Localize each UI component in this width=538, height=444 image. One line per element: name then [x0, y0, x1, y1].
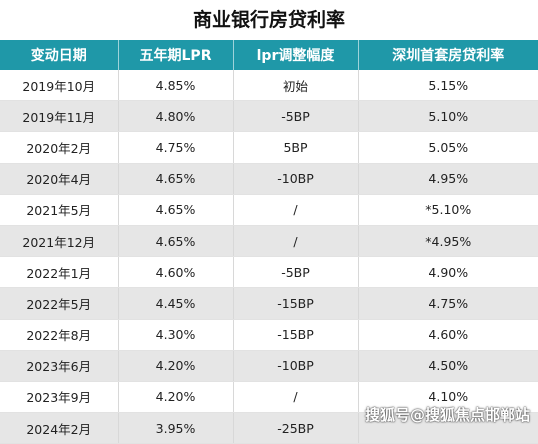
table-row: 2022年1月 4.60% -5BP 4.90% — [0, 256, 538, 289]
rate-cell: 4.50% — [358, 350, 538, 382]
lpr-cell: 4.45% — [118, 287, 234, 320]
adjustment-cell: -15BP — [233, 319, 359, 351]
lpr-cell: 4.85% — [118, 70, 234, 102]
table-row: 2021年12月 4.65% / *4.95% — [0, 225, 538, 258]
lpr-cell: 3.95% — [118, 412, 234, 444]
date-cell: 2020年2月 — [0, 131, 119, 164]
rate-table: 变动日期 五年期LPR lpr调整幅度 深圳首套房贷利率 2019年10月 4.8… — [0, 40, 538, 444]
date-cell: 2019年11月 — [0, 100, 119, 133]
rate-cell: *4.95% — [358, 225, 538, 258]
date-cell: 2022年5月 — [0, 287, 119, 320]
rate-cell: 5.10% — [358, 100, 538, 133]
date-cell: 2024年2月 — [0, 412, 119, 444]
lpr-cell: 4.60% — [118, 256, 234, 289]
date-cell: 2023年9月 — [0, 381, 119, 414]
rate-cell: 5.05% — [358, 131, 538, 164]
date-cell: 2022年1月 — [0, 256, 119, 289]
rate-cell: 4.75% — [358, 287, 538, 320]
rate-cell: 4.90% — [358, 256, 538, 289]
table-row: 2023年9月 4.20%/4.10% — [0, 381, 538, 414]
rate-cell: *5.10% — [358, 194, 538, 226]
date-cell: 2021年5月 — [0, 194, 119, 226]
adjustment-cell: / — [233, 381, 359, 414]
table-row: 2022年8月 4.30% -15BP 4.60% — [0, 319, 538, 351]
header-date: 变动日期 — [0, 40, 119, 70]
date-cell: 2023年6月 — [0, 350, 119, 382]
adjustment-cell: / — [233, 225, 359, 258]
table-row: 2021年5月 4.65% / *5.10% — [0, 194, 538, 226]
lpr-cell: 4.75% — [118, 131, 234, 164]
adjustment-cell: -15BP — [233, 287, 359, 320]
lpr-cell: 4.20% — [118, 350, 234, 382]
date-cell: 2021年12月 — [0, 225, 119, 258]
table-title: 商业银行房贷利率 — [0, 0, 538, 41]
rate-cell: 4.10% — [358, 381, 538, 414]
adjustment-cell: -25BP — [233, 412, 359, 444]
watermark: 搜狐号@搜狐焦点邯郸站 — [364, 406, 530, 424]
date-cell: 2019年10月 — [0, 70, 119, 102]
table-row: 2023年6月 4.20% -10BP 4.50% — [0, 350, 538, 382]
header-shenzhen-rate: 深圳首套房贷利率 — [358, 40, 538, 70]
table-row: 2019年10月 4.85% 初始 5.15% — [0, 70, 538, 102]
header-adjustment: lpr调整幅度 — [233, 40, 359, 70]
lpr-cell: 4.65% — [118, 194, 234, 226]
adjustment-cell: -10BP — [233, 350, 359, 382]
table-row: 2022年5月 4.45% -15BP 4.75% — [0, 287, 538, 320]
rate-cell: 5.15% — [358, 70, 538, 102]
adjustment-cell: 初始 — [233, 70, 359, 102]
rate-cell: 4.95% — [358, 163, 538, 195]
adjustment-cell: -10BP — [233, 163, 359, 195]
rate-cell: 4.60% — [358, 319, 538, 351]
date-cell: 2020年4月 — [0, 163, 119, 195]
date-cell: 2022年8月 — [0, 319, 119, 351]
lpr-cell: 4.65% — [118, 225, 234, 258]
table-row: 2020年4月 4.65% -10BP 4.95% — [0, 163, 538, 195]
lpr-cell: 4.20% — [118, 381, 234, 414]
lpr-cell: 4.80% — [118, 100, 234, 133]
table-row: 2020年2月 4.75% 5BP 5.05% — [0, 131, 538, 164]
adjustment-cell: 5BP — [233, 131, 359, 164]
table-row: 2019年11月 4.80% -5BP 5.10% — [0, 100, 538, 133]
adjustment-cell: / — [233, 194, 359, 226]
adjustment-cell: -5BP — [233, 100, 359, 133]
lpr-cell: 4.65% — [118, 163, 234, 195]
adjustment-cell: -5BP — [233, 256, 359, 289]
lpr-cell: 4.30% — [118, 319, 234, 351]
header-lpr: 五年期LPR — [118, 40, 234, 70]
header-row: 变动日期 五年期LPR lpr调整幅度 深圳首套房贷利率 — [0, 40, 538, 70]
